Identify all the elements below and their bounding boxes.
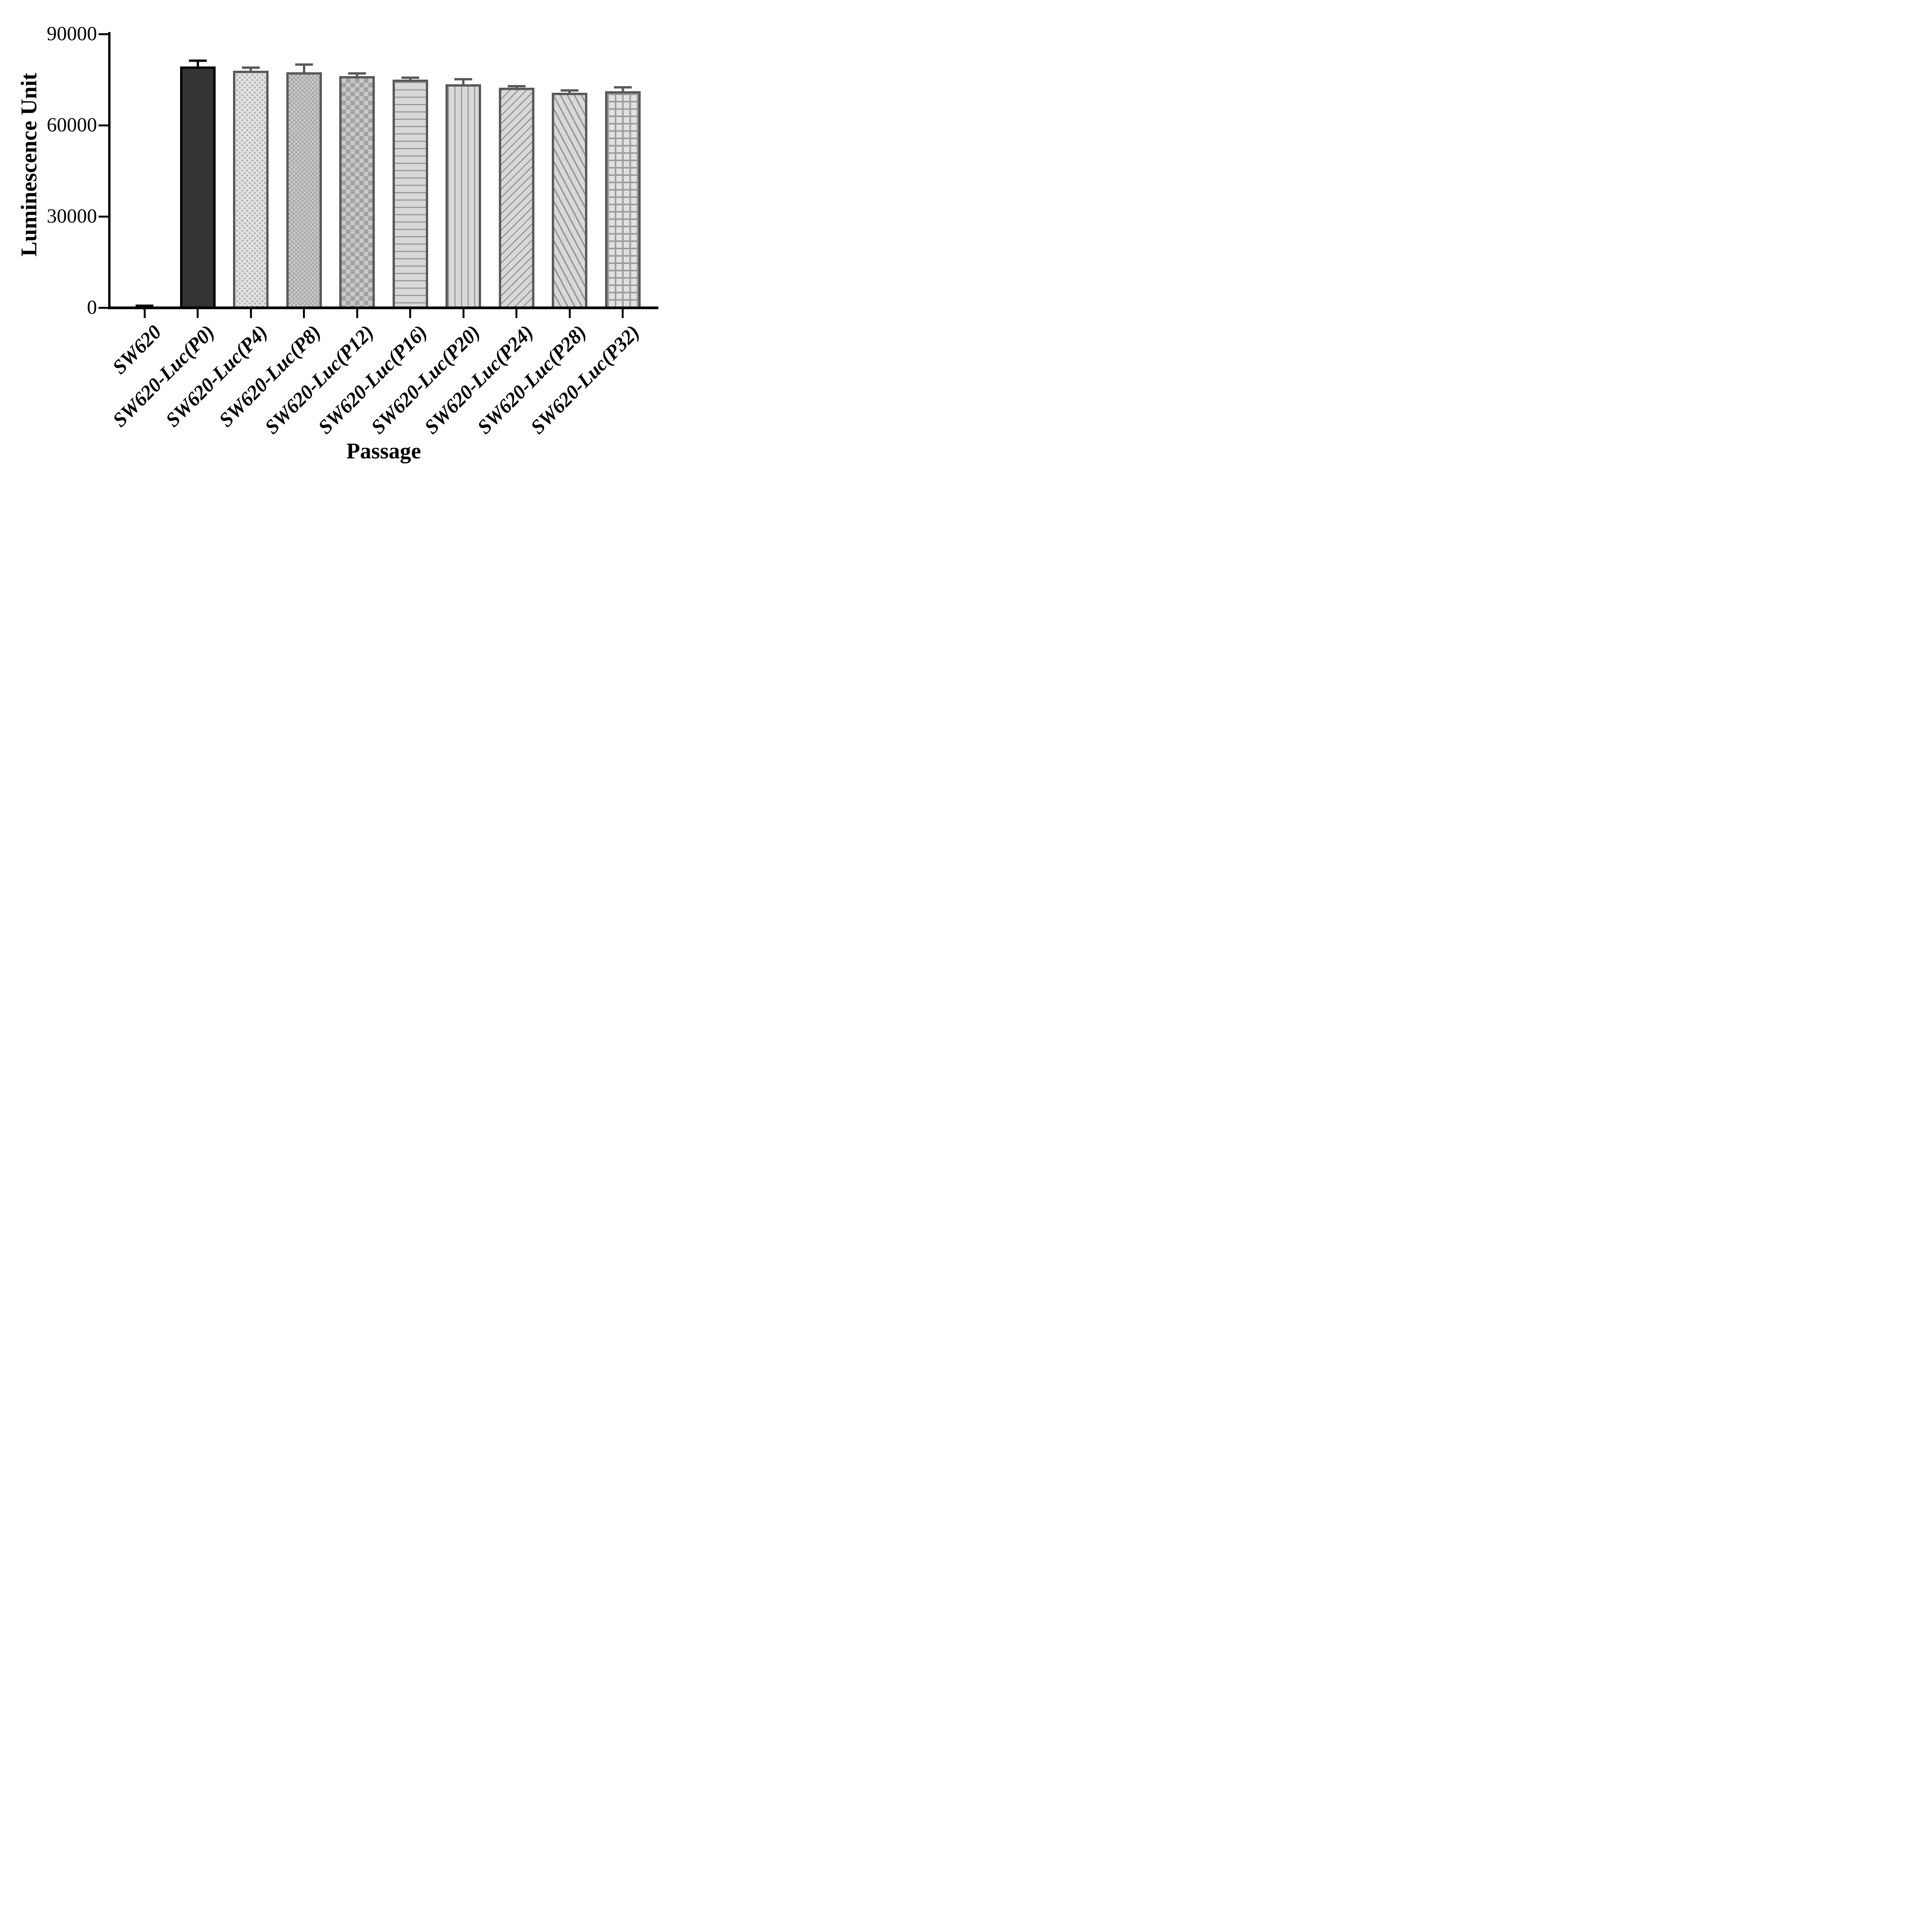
x-tick [143,309,146,318]
bar [605,91,641,309]
error-bar-cap [401,77,419,79]
error-bar-cap [507,85,526,87]
bar [498,88,534,309]
y-tick-label: 0 [87,296,97,318]
x-tick [462,309,464,318]
x-axis-title: Passage [346,438,421,463]
y-tick [99,124,108,126]
y-axis-line [108,32,111,309]
error-bar-stem [621,87,624,94]
error-bar-cap [614,86,632,89]
error-bar-cap [136,305,153,307]
error-bar-cap [295,63,313,66]
y-tick-label: 60000 [47,114,97,136]
bar [392,80,428,309]
y-tick [99,215,108,218]
x-axis-line [108,306,658,309]
bar [339,76,375,309]
x-tick [622,309,624,318]
x-tick [409,309,411,318]
y-tick [99,306,108,309]
bar [552,92,587,309]
error-bar-stem [462,79,464,87]
error-bar-cap [348,72,366,75]
x-tick [250,309,252,318]
error-bar-stem [196,61,199,70]
x-tick [197,309,199,318]
y-tick-label: 30000 [47,205,97,227]
error-bar-cap [454,78,472,81]
bar [233,71,269,309]
error-bar-cap [242,66,260,69]
plot-area: 0 30000 60000 90000 SW620 SW620-Luc(P0) SW620-… [0,0,689,479]
error-bar-stem [250,67,252,74]
error-bar-cap [189,60,207,62]
bar [286,72,322,309]
x-tick [568,309,571,318]
y-tick [99,33,108,35]
chart-canvas: Luminescence Unit 0 30000 60000 90000 SW620 S… [0,0,689,479]
x-tick [303,309,305,318]
y-tick-label: 90000 [47,23,97,45]
x-tick [356,309,358,318]
error-bar-stem [303,65,305,76]
error-bar-cap [561,89,578,92]
bar [180,66,216,309]
bar [446,84,481,309]
x-tick [515,309,517,318]
